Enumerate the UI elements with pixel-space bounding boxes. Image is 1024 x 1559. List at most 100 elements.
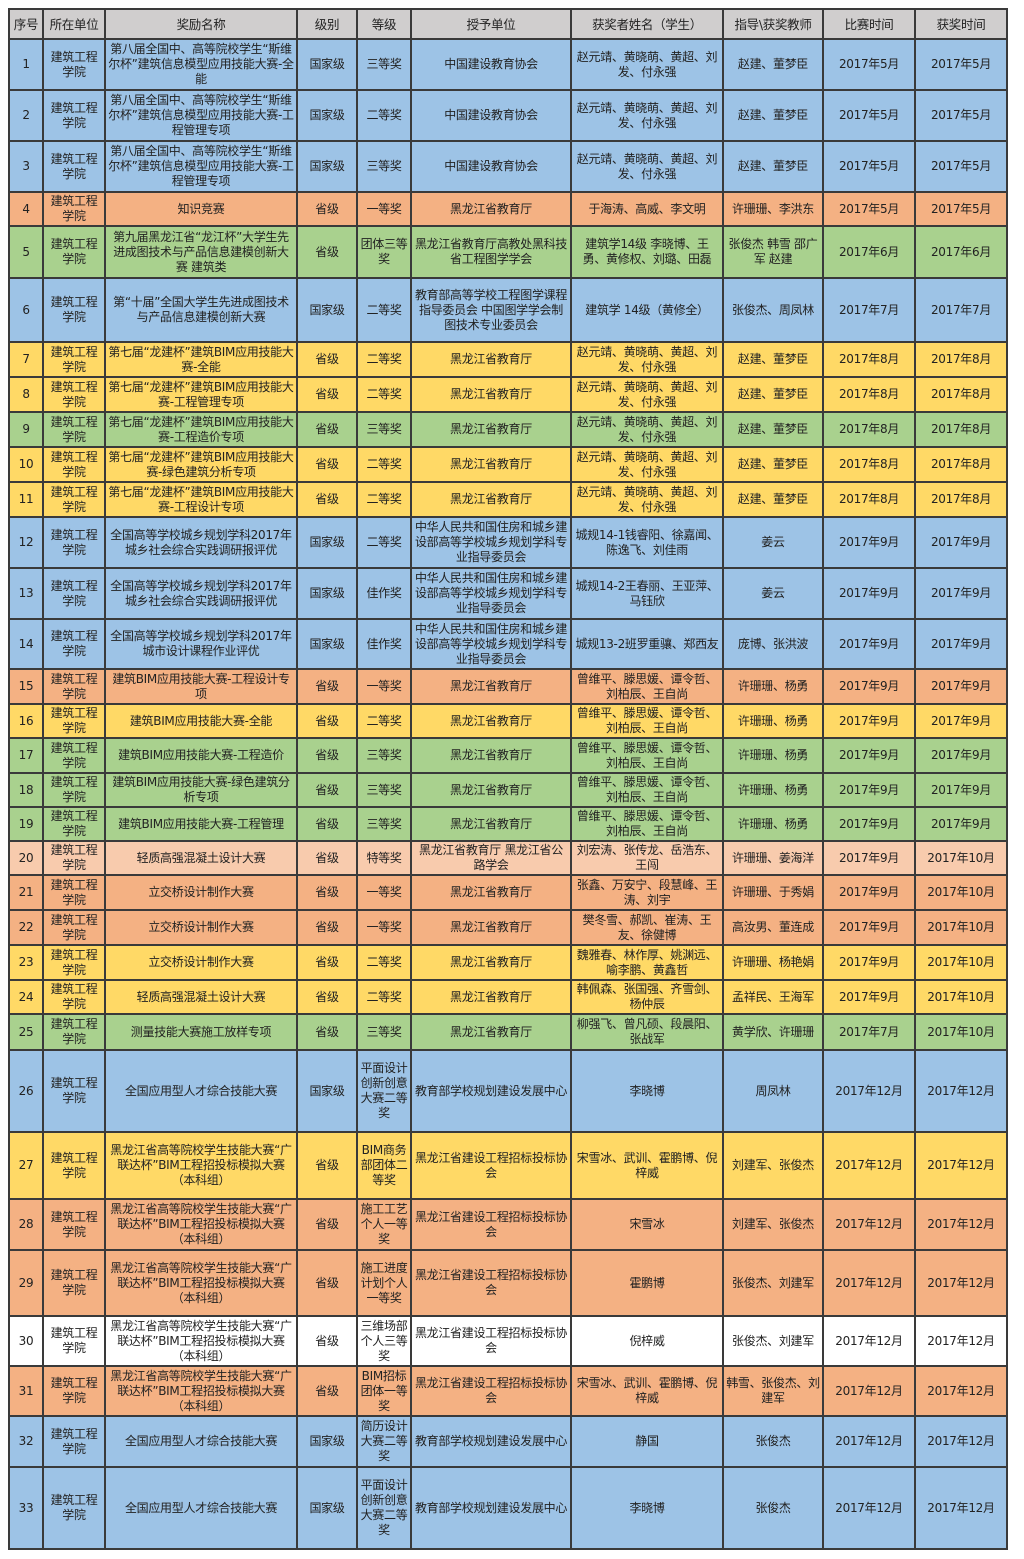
cell-index: 21 [8, 874, 44, 911]
cell-teachers: 许珊珊、李洪东 [722, 191, 824, 227]
cell-students: 赵元靖、黄晓萌、黄超、刘发、付永强 [570, 38, 724, 91]
cell-award-name: 立交桥设计制作大赛 [104, 944, 298, 981]
cell-award-name: 黑龙江省高等院校学生技能大赛“广联达杯”BIM工程招投标模拟大赛（本科组） [104, 1131, 298, 1200]
cell-teachers: 许珊珊、杨勇 [722, 772, 824, 808]
cell-award-date: 2017年10月 [914, 944, 1008, 981]
cell-award-date: 2017年12月 [914, 1249, 1008, 1317]
cell-index: 19 [8, 806, 44, 842]
cell-issuer: 中国建设教育协会 [410, 38, 572, 91]
cell-issuer: 中华人民共和国住房和城乡建设部高等学校城乡规划学科专业指导委员会 [410, 516, 572, 569]
cell-unit: 建筑工程学院 [42, 481, 106, 518]
cell-index: 28 [8, 1198, 44, 1251]
cell-teachers: 赵建、董梦臣 [722, 341, 824, 378]
cell-level: 省级 [296, 1249, 358, 1317]
cell-index: 16 [8, 703, 44, 739]
cell-level: 省级 [296, 737, 358, 774]
cell-issuer: 黑龙江省教育厅 [410, 191, 572, 227]
cell-grade: 三等奖 [356, 737, 412, 774]
cell-grade: 二等奖 [356, 944, 412, 981]
cell-teachers: 赵建、董梦臣 [722, 481, 824, 518]
cell-teachers: 赵建、董梦臣 [722, 89, 824, 142]
cell-index: 25 [8, 1013, 44, 1051]
cell-unit: 建筑工程学院 [42, 668, 106, 705]
cell-contest-date: 2017年9月 [822, 840, 916, 876]
cell-award-date: 2017年9月 [914, 567, 1008, 620]
cell-contest-date: 2017年6月 [822, 225, 916, 279]
cell-level: 国家级 [296, 1466, 358, 1550]
cell-unit: 建筑工程学院 [42, 1466, 106, 1550]
table-row: 11 建筑工程学院 第七届“龙建杯”建筑BIM应用技能大赛-工程设计专项 省级 二等奖黑… [8, 481, 1008, 518]
cell-award-date: 2017年9月 [914, 618, 1008, 670]
cell-award-name: 立交桥设计制作大赛 [104, 909, 298, 946]
cell-award-name: 全国高等学校城乡规划学科2017年城乡社会综合实践调研报评优 [104, 567, 298, 620]
cell-unit: 建筑工程学院 [42, 1198, 106, 1251]
cell-contest-date: 2017年12月 [822, 1415, 916, 1468]
table-row: 19 建筑工程学院 建筑BIM应用技能大赛-工程管理 省级 三等奖 黑龙江省教育厅 曾维平、… [8, 806, 1008, 842]
cell-unit: 建筑工程学院 [42, 38, 106, 91]
cell-award-date: 2017年10月 [914, 1013, 1008, 1051]
table-row: 10 建筑工程学院 第七届“龙建杯”建筑BIM应用技能大赛-绿色建筑分析专项 省级 二等… [8, 446, 1008, 483]
table-row: 1 建筑工程学院 第八届全国中、高等院校学生“斯维尔杯”建筑信息模型应用技能大赛-全… [8, 38, 1008, 91]
table-row: 22 建筑工程学院 立交桥设计制作大赛 省级 一等奖 黑龙江省教育厅 樊冬雪、郝凯、崔涛、王… [8, 909, 1008, 946]
cell-students: 城规14-2王春丽、王亚萍、马钰欣 [570, 567, 724, 620]
cell-teachers: 张俊杰、刘建军 [722, 1249, 824, 1317]
cell-students: 曾维平、滕思媛、谭令哲、刘柏辰、王自尚 [570, 772, 724, 808]
cell-issuer: 黑龙江省教育厅 [410, 944, 572, 981]
cell-grade: 三维场部个人三等奖 [356, 1315, 412, 1367]
table-row: 16 建筑工程学院 建筑BIM应用技能大赛-全能 省级 二等奖 黑龙江省教育厅 曾维平、滕思… [8, 703, 1008, 739]
cell-level: 省级 [296, 874, 358, 911]
cell-award-date: 2017年12月 [914, 1049, 1008, 1133]
cell-teachers: 许珊珊、姜海洋 [722, 840, 824, 876]
cell-unit: 建筑工程学院 [42, 1049, 106, 1133]
cell-level: 省级 [296, 225, 358, 279]
table-row: 21 建筑工程学院 立交桥设计制作大赛 省级 一等奖 黑龙江省教育厅 张鑫、万安宁、段慧峰、… [8, 874, 1008, 911]
cell-teachers: 孟祥民、王海军 [722, 979, 824, 1015]
cell-students: 曾维平、滕思媛、谭令哲、刘柏辰、王自尚 [570, 806, 724, 842]
cell-unit: 建筑工程学院 [42, 446, 106, 483]
cell-award-name: 第九届黑龙江省“龙江杯”大学生先进成图技术与产品信息建模创新大赛 建筑类 [104, 225, 298, 279]
cell-contest-date: 2017年8月 [822, 341, 916, 378]
cell-issuer: 黑龙江省建设工程招标投标协会 [410, 1365, 572, 1417]
cell-grade: 佳作奖 [356, 618, 412, 670]
table-row: 6 建筑工程学院 第“十届”全国大学生先进成图技术与产品信息建模创新大赛 国家级 二等奖… [8, 277, 1008, 343]
cell-grade: 三等奖 [356, 806, 412, 842]
cell-contest-date: 2017年12月 [822, 1198, 916, 1251]
table-row: 13 建筑工程学院 全国高等学校城乡规划学科2017年城乡社会综合实践调研报评优 国家… [8, 567, 1008, 620]
cell-teachers: 姜云 [722, 567, 824, 620]
cell-award-name: 建筑BIM应用技能大赛-工程设计专项 [104, 668, 298, 705]
cell-index: 7 [8, 341, 44, 378]
cell-level: 国家级 [296, 618, 358, 670]
cell-grade: 一等奖 [356, 668, 412, 705]
cell-index: 27 [8, 1131, 44, 1200]
cell-award-name: 第八届全国中、高等院校学生“斯维尔杯”建筑信息模型应用技能大赛-工程管理专项 [104, 89, 298, 142]
cell-index: 15 [8, 668, 44, 705]
cell-award-name: 第七届“龙建杯”建筑BIM应用技能大赛-工程管理专项 [104, 376, 298, 413]
cell-contest-date: 2017年9月 [822, 516, 916, 569]
cell-award-name: 全国应用型人才综合技能大赛 [104, 1466, 298, 1550]
table-row: 27 建筑工程学院 黑龙江省高等院校学生技能大赛“广联达杯”BIM工程招投标模拟大赛… [8, 1131, 1008, 1200]
cell-award-name: 轻质高强混凝土设计大赛 [104, 979, 298, 1015]
table-row: 7 建筑工程学院 第七届“龙建杯”建筑BIM应用技能大赛-全能 省级 二等奖 黑龙江省教育… [8, 341, 1008, 378]
cell-award-date: 2017年8月 [914, 341, 1008, 378]
table-row: 29 建筑工程学院 黑龙江省高等院校学生技能大赛“广联达杯”BIM工程招投标模拟大赛… [8, 1249, 1008, 1317]
cell-award-date: 2017年7月 [914, 277, 1008, 343]
cell-teachers: 赵建、董梦臣 [722, 376, 824, 413]
cell-unit: 建筑工程学院 [42, 806, 106, 842]
cell-index: 14 [8, 618, 44, 670]
cell-award-name: 第八届全国中、高等院校学生“斯维尔杯”建筑信息模型应用技能大赛-工程管理专项 [104, 140, 298, 193]
cell-index: 26 [8, 1049, 44, 1133]
cell-level: 省级 [296, 944, 358, 981]
table-row: 5 建筑工程学院 第九届黑龙江省“龙江杯”大学生先进成图技术与产品信息建模创新大赛 … [8, 225, 1008, 279]
cell-grade: BIM商务部团体二等奖 [356, 1131, 412, 1200]
table-row: 26 建筑工程学院 全国应用型人才综合技能大赛 国家级 平面设计创新创意大赛二等奖 教育部… [8, 1049, 1008, 1133]
cell-level: 省级 [296, 481, 358, 518]
cell-issuer: 教育部学校规划建设发展中心 [410, 1415, 572, 1468]
cell-grade: 一等奖 [356, 191, 412, 227]
header-unit: 所在单位 [42, 8, 106, 40]
cell-level: 国家级 [296, 1415, 358, 1468]
cell-issuer: 黑龙江省教育厅 [410, 376, 572, 413]
cell-level: 省级 [296, 772, 358, 808]
cell-contest-date: 2017年7月 [822, 1013, 916, 1051]
cell-issuer: 黑龙江省教育厅 [410, 446, 572, 483]
cell-grade: 一等奖 [356, 909, 412, 946]
